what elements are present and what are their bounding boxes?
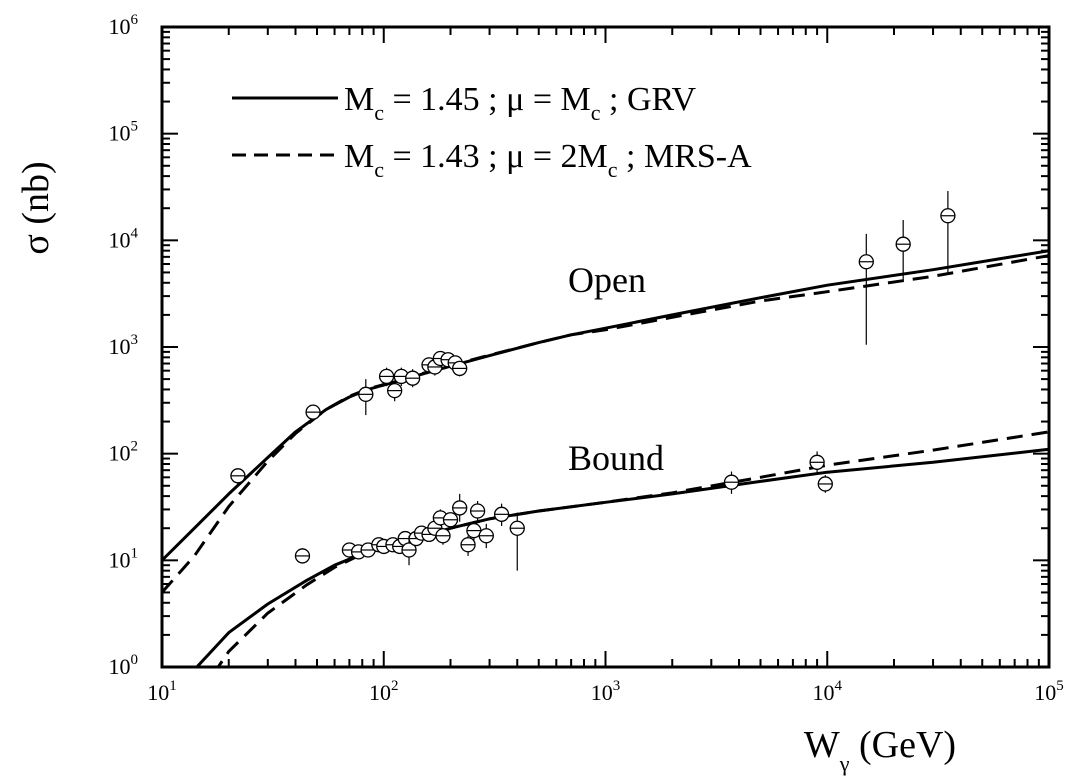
annotation-open: Open bbox=[568, 260, 646, 300]
legend: Mc = 1.45 ; μ = Mc ; GRV Mc = 1.43 ; μ =… bbox=[232, 81, 752, 182]
y-tick-label: 105 bbox=[109, 119, 139, 146]
legend-entry-mrsa: Mc = 1.43 ; μ = 2Mc ; MRS-A bbox=[344, 138, 752, 182]
x-tick-label: 102 bbox=[369, 678, 399, 705]
y-tick-label-base: 10 bbox=[109, 121, 131, 146]
y-tick-label-exponent: 5 bbox=[131, 119, 139, 135]
y-tick-label-base: 10 bbox=[109, 334, 131, 359]
annotation-bound: Bound bbox=[568, 438, 664, 478]
x-tick-label: 103 bbox=[591, 678, 621, 705]
x-tick-label: 104 bbox=[813, 678, 843, 705]
x-tick-label-base: 10 bbox=[147, 680, 169, 705]
y-tick-label: 102 bbox=[109, 439, 139, 466]
x-tick-label-base: 10 bbox=[813, 680, 835, 705]
x-tick-label-exponent: 2 bbox=[391, 678, 399, 694]
y-tick-label-base: 10 bbox=[109, 654, 131, 679]
legend-entry-grv: Mc = 1.45 ; μ = Mc ; GRV bbox=[344, 81, 696, 125]
y-tick-label-base: 10 bbox=[109, 441, 131, 466]
x-tick-label: 101 bbox=[147, 678, 177, 705]
y-tick-label-base: 10 bbox=[109, 227, 131, 252]
y-tick-label: 106 bbox=[109, 12, 139, 39]
y-tick-label-base: 10 bbox=[109, 14, 131, 39]
x-tick-label-exponent: 4 bbox=[835, 678, 843, 694]
x-tick-label-exponent: 5 bbox=[1056, 678, 1064, 694]
y-tick-label: 101 bbox=[109, 545, 139, 572]
y-tick-label-exponent: 0 bbox=[131, 652, 139, 668]
y-tick-label: 100 bbox=[109, 652, 139, 679]
y-tick-label-exponent: 6 bbox=[131, 12, 139, 28]
data-points bbox=[230, 191, 956, 571]
x-tick-label: 105 bbox=[1034, 678, 1064, 705]
y-tick-label-exponent: 4 bbox=[131, 225, 139, 241]
y-tick-label-exponent: 1 bbox=[131, 545, 139, 561]
x-tick-label-exponent: 1 bbox=[169, 678, 177, 694]
y-tick-label-exponent: 2 bbox=[131, 439, 139, 455]
y-tick-label-exponent: 3 bbox=[131, 332, 139, 348]
x-tick-label-base: 10 bbox=[369, 680, 391, 705]
y-axis-label: σ (nb) bbox=[15, 161, 57, 254]
y-tick-label-base: 10 bbox=[109, 547, 131, 572]
x-tick-label-base: 10 bbox=[1034, 680, 1056, 705]
x-tick-label-base: 10 bbox=[591, 680, 613, 705]
x-tick-label-exponent: 3 bbox=[613, 678, 621, 694]
y-tick-label: 104 bbox=[109, 225, 139, 252]
y-tick-label: 103 bbox=[109, 332, 139, 359]
x-axis-label: Wγ (GeV) bbox=[804, 724, 956, 776]
axis-ticks bbox=[161, 26, 1050, 668]
